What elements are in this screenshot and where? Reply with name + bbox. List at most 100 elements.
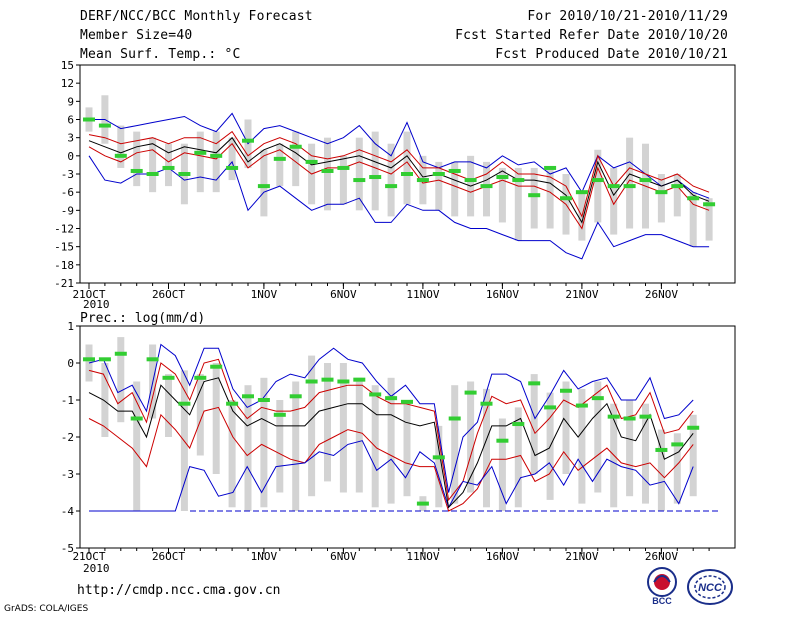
y-tick-label: 15 (61, 59, 74, 72)
median-marker (226, 165, 239, 170)
median-marker (162, 375, 175, 380)
x-tick-label: 21NOV (565, 550, 598, 563)
median-marker (194, 150, 207, 155)
median-marker (305, 379, 318, 384)
median-marker (178, 172, 191, 176)
series-line-lower (88, 142, 710, 230)
x-tick-label: 26NOV (645, 550, 678, 563)
median-marker (496, 438, 509, 443)
ensemble-box (117, 337, 125, 423)
median-marker (83, 357, 95, 362)
ensemble-box (403, 131, 411, 205)
median-marker (575, 403, 588, 408)
ensemble-box (308, 355, 316, 497)
median-marker (257, 184, 270, 189)
median-marker (369, 392, 382, 397)
median-marker (385, 184, 398, 189)
ensemble-box (435, 161, 443, 211)
y-tick-label: 9 (67, 95, 74, 108)
median-marker (401, 399, 413, 404)
source-url[interactable]: http://cmdp.ncc.cma.gov.cn (77, 583, 281, 598)
series-line-min (88, 155, 710, 260)
series-line-lower (88, 406, 694, 512)
variable-label: Mean Surf. Temp.: °C (80, 47, 241, 62)
median-marker (289, 394, 302, 399)
median-marker (321, 377, 334, 382)
y-tick-label: -5 (61, 542, 74, 555)
ensemble-box (244, 385, 252, 511)
median-marker (687, 196, 700, 201)
median-marker (655, 190, 668, 195)
ncc-logo: NCC (687, 569, 733, 605)
median-marker (130, 168, 143, 173)
median-marker (607, 184, 620, 189)
median-marker (703, 202, 716, 207)
median-marker (480, 184, 493, 189)
median-marker (369, 175, 382, 180)
x-tick-label: 6NOV (330, 550, 357, 563)
x-tick-label: 1NOV (251, 288, 278, 301)
median-marker (591, 396, 604, 401)
ensemble-box (689, 192, 697, 247)
x-tick-label: 16NOV (486, 550, 519, 563)
y-tick-label: -6 (61, 186, 74, 199)
median-marker (273, 156, 286, 161)
ensemble-box (467, 381, 475, 493)
bcc-logo: BCC (647, 567, 677, 606)
chart-title: DERF/NCC/BCC Monthly Forecast (80, 9, 313, 24)
median-marker (623, 184, 636, 189)
ensemble-box (133, 131, 141, 187)
median-marker (194, 375, 207, 380)
ensemble-box (657, 174, 665, 223)
x-tick-label: 1NOV (251, 550, 278, 563)
median-marker (130, 416, 143, 421)
median-marker (623, 416, 636, 421)
ensemble-box (133, 381, 141, 511)
ensemble-box (228, 137, 236, 181)
median-marker (528, 381, 541, 386)
ensemble-box (355, 377, 363, 493)
ensemble-box (657, 429, 665, 511)
ensemble-box (212, 131, 220, 193)
ensemble-box (324, 137, 331, 211)
median-marker (353, 377, 366, 382)
ensemble-box (498, 167, 506, 223)
panel-title: Prec.: log(mm/d) (80, 311, 205, 326)
median-marker (257, 398, 270, 402)
ensemble-box (610, 167, 618, 235)
median-marker (83, 117, 95, 122)
y-tick-label: -1 (61, 394, 74, 407)
median-marker (416, 178, 429, 183)
ensemble-box (339, 363, 347, 493)
ensemble-box (403, 400, 411, 497)
median-marker (242, 138, 254, 143)
year-label: 2010 (83, 298, 110, 311)
y-tick-label: -15 (54, 241, 74, 254)
median-marker (591, 178, 604, 183)
median-marker (337, 165, 350, 170)
ensemble-box (689, 414, 697, 497)
series-line-upper (88, 130, 710, 218)
ensemble-box (435, 425, 443, 508)
ensemble-box (451, 161, 459, 217)
ensemble-box (149, 137, 157, 193)
ensemble-box (260, 377, 268, 508)
median-marker (671, 184, 684, 189)
y-tick-label: -12 (54, 223, 74, 236)
ensemble-box (324, 363, 331, 482)
ensemble-box (165, 143, 172, 187)
x-tick-label: 21OCT (72, 550, 105, 563)
ensemble-box (339, 155, 347, 205)
median-marker (178, 401, 191, 406)
ensemble-box (196, 374, 204, 456)
x-tick-label: 21NOV (565, 288, 598, 301)
median-marker (560, 196, 572, 201)
median-marker (528, 193, 541, 198)
ensemble-box (514, 407, 522, 508)
median-marker (226, 401, 239, 406)
median-marker (671, 442, 684, 447)
x-tick-label: 6NOV (330, 288, 357, 301)
ensemble-box (705, 198, 713, 241)
